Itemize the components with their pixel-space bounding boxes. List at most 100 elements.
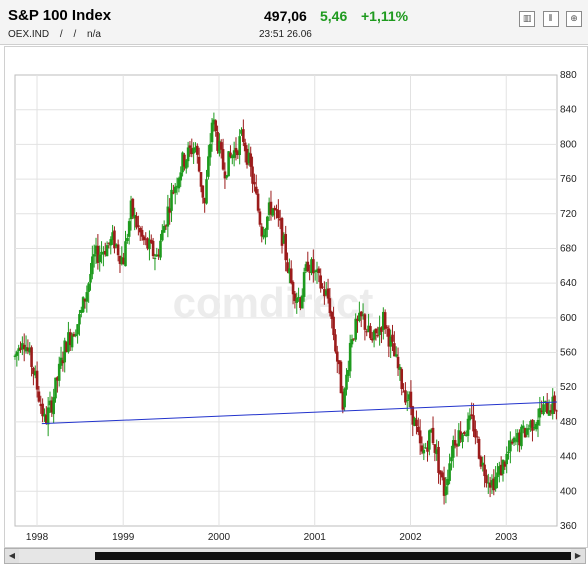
- scroll-right-icon[interactable]: ▶: [571, 549, 585, 563]
- candle-body: [411, 406, 415, 425]
- index-title: S&P 100 Index: [8, 7, 112, 24]
- candle-body: [109, 239, 113, 246]
- candle-body: [61, 360, 65, 364]
- quote-time: 23:51: [259, 29, 285, 40]
- candle-body: [41, 403, 44, 417]
- candle-body: [201, 185, 205, 198]
- candle-body: [155, 254, 159, 257]
- candle-body: [96, 245, 100, 263]
- candle-body: [551, 396, 555, 415]
- plot-border: [14, 74, 558, 527]
- candle-body: [385, 326, 389, 328]
- scroll-left-icon[interactable]: ◀: [5, 549, 19, 563]
- candle-body: [267, 202, 271, 215]
- candle-body: [415, 419, 418, 426]
- candle-body: [89, 273, 92, 283]
- candle-body: [19, 347, 22, 351]
- candle-body: [474, 429, 477, 438]
- y-tick-label: 520: [560, 382, 577, 393]
- candle-body: [94, 245, 98, 254]
- candle-body: [111, 232, 114, 241]
- chart-scrollbar[interactable]: ◀ ▶: [4, 548, 586, 564]
- candle-body: [105, 245, 109, 257]
- candle-body: [347, 369, 350, 376]
- candle-body: [87, 283, 90, 292]
- candle-body: [529, 420, 532, 428]
- candle-body: [225, 175, 229, 178]
- candle-body: [214, 120, 218, 132]
- candle-body: [229, 152, 232, 157]
- x-tick-label: 1998: [26, 532, 49, 543]
- candle-body: [494, 476, 497, 489]
- candle-body: [328, 298, 332, 313]
- candle-body: [315, 269, 319, 273]
- candle-body: [184, 160, 188, 169]
- candle-body: [39, 404, 43, 407]
- candle-body: [170, 189, 173, 211]
- candle-body: [67, 332, 70, 352]
- candle-body: [162, 225, 166, 233]
- candle-body: [76, 324, 79, 335]
- zoom-icon[interactable]: ⊕: [566, 11, 582, 27]
- candle-body: [135, 216, 138, 228]
- candle-body: [440, 472, 444, 478]
- candle-body: [15, 351, 19, 356]
- bar-chart-icon[interactable]: ▥: [519, 11, 536, 27]
- candle-body: [453, 440, 457, 446]
- y-axis-labels: 360 400 440 480 520 560 600 640 680 720 760 800 840 8…: [560, 70, 577, 532]
- candle-body: [35, 370, 39, 390]
- candle-body: [348, 342, 352, 372]
- x-tick-label: 2000: [208, 532, 231, 543]
- candle-body: [297, 296, 300, 298]
- candle-body: [218, 140, 221, 154]
- candle-body: [396, 356, 400, 369]
- candle-body: [359, 311, 363, 317]
- candle-body: [227, 151, 230, 177]
- candle-body: [400, 369, 404, 390]
- candle-body: [343, 388, 346, 408]
- candle-body: [486, 482, 490, 484]
- candle-body: [472, 415, 475, 432]
- candle-body: [380, 327, 383, 332]
- candle-body: [52, 397, 55, 415]
- candle-body: [402, 391, 405, 393]
- candle-body: [352, 338, 356, 340]
- candle-body: [30, 347, 33, 367]
- scroll-thumb[interactable]: [95, 552, 571, 560]
- candle-body: [300, 295, 304, 309]
- candle-body: [234, 147, 238, 153]
- candle-body: [499, 464, 503, 476]
- candle-body: [179, 172, 183, 181]
- candle-body: [387, 328, 391, 347]
- candle-body: [442, 477, 446, 496]
- y-tick-label: 400: [560, 486, 577, 497]
- quote-header: S&P 100 Index OEX.IND / / n/a 497,06 5,4…: [0, 0, 588, 45]
- price-chart: comdirect 360 400 440 480 520 560 600 640 680 720…: [13, 70, 577, 543]
- candle-body: [475, 436, 479, 438]
- candle-body: [113, 230, 116, 249]
- candle-body: [236, 151, 240, 156]
- candle-body: [468, 415, 472, 421]
- candle-body: [269, 201, 273, 215]
- candle-body: [516, 432, 520, 443]
- candle-body: [133, 214, 136, 219]
- candle-body: [498, 466, 501, 475]
- candle-body: [389, 336, 392, 347]
- candle-body: [37, 391, 41, 402]
- candle-body: [48, 400, 52, 406]
- candle-body: [337, 360, 341, 365]
- y-tick-label: 560: [560, 348, 577, 359]
- candle-body: [264, 228, 267, 238]
- candle-body: [212, 119, 216, 125]
- candle-body: [332, 316, 335, 336]
- candle-body: [533, 426, 536, 429]
- candle-body: [129, 200, 133, 220]
- chart-toolbar: ▥ ⫴ ⊕: [516, 8, 582, 27]
- candle-body: [137, 225, 140, 227]
- candle-body: [354, 318, 357, 340]
- candle-body: [63, 340, 67, 363]
- candle-body: [186, 147, 190, 162]
- candle-chart-icon[interactable]: ⫴: [542, 11, 559, 27]
- candle-body: [545, 402, 549, 414]
- candle-body: [483, 464, 486, 477]
